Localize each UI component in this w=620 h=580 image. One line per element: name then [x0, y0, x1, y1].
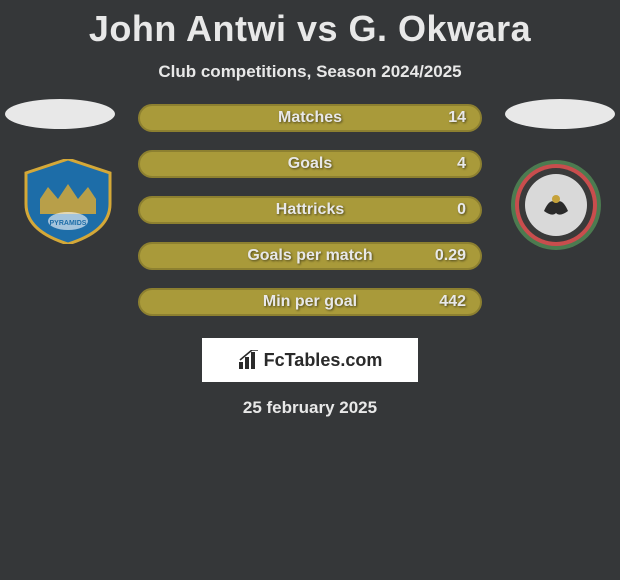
stat-label: Matches	[278, 109, 342, 127]
stat-bar-goals-per-match: Goals per match 0.29	[138, 242, 482, 270]
stat-label: Hattricks	[276, 201, 344, 219]
bar-chart-icon	[238, 350, 260, 370]
stat-bar-matches: Matches 14	[138, 104, 482, 132]
club-logo-left: PYRAMIDS	[18, 159, 118, 244]
stat-label: Min per goal	[263, 293, 357, 311]
ellipse-left	[5, 99, 115, 129]
stat-bars: Matches 14 Goals 4 Hattricks 0 Goals per…	[138, 104, 482, 316]
stat-label: Goals	[288, 155, 332, 173]
page-title: John Antwi vs G. Okwara	[0, 0, 620, 50]
comparison-container: PYRAMIDS Matches 14 Goals 4 Hattricks 0 …	[0, 104, 620, 418]
stat-value: 442	[439, 293, 466, 311]
stat-bar-goals: Goals 4	[138, 150, 482, 178]
brand-text: FcTables.com	[264, 350, 383, 371]
stat-bar-min-per-goal: Min per goal 442	[138, 288, 482, 316]
brand-box: FcTables.com	[202, 338, 418, 382]
stat-value: 0	[457, 201, 466, 219]
date-text: 25 february 2025	[0, 398, 620, 418]
ellipse-right	[505, 99, 615, 129]
stat-bar-hattricks: Hattricks 0	[138, 196, 482, 224]
stat-value: 0.29	[435, 247, 466, 265]
stat-value: 14	[448, 109, 466, 127]
stat-value: 4	[457, 155, 466, 173]
svg-text:PYRAMIDS: PYRAMIDS	[50, 220, 87, 227]
stat-label: Goals per match	[247, 247, 372, 265]
club-logo-right	[510, 159, 602, 251]
subtitle: Club competitions, Season 2024/2025	[0, 62, 620, 82]
